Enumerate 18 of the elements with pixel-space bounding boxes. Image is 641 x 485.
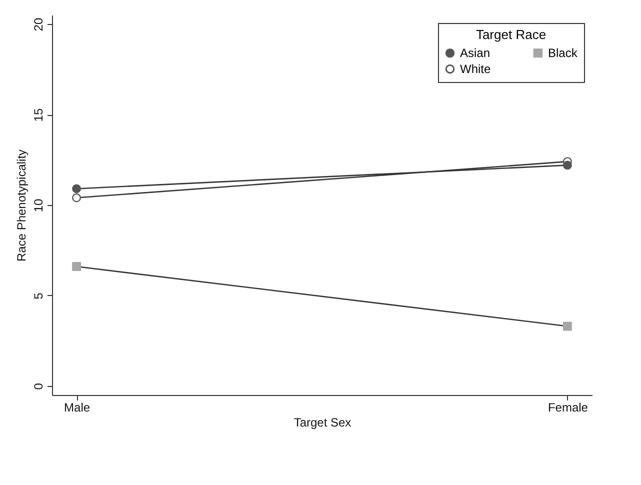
y-tick-label: 20 bbox=[32, 18, 46, 32]
y-tick-label: 5 bbox=[32, 292, 46, 300]
legend-label: Asian bbox=[460, 46, 490, 60]
x-tick-label: Male bbox=[64, 400, 90, 414]
x-axis-title: Target Sex bbox=[294, 416, 352, 430]
legend-label: Black bbox=[548, 46, 578, 60]
point bbox=[72, 193, 82, 202]
point bbox=[72, 184, 82, 194]
point bbox=[562, 160, 572, 170]
y-tick-label: 0 bbox=[32, 382, 46, 390]
point bbox=[562, 322, 572, 331]
legend-label: White bbox=[460, 62, 491, 76]
y-axis-title: Race Phenotypicality bbox=[14, 149, 28, 262]
point bbox=[72, 262, 82, 271]
y-tick-label: 15 bbox=[32, 108, 46, 122]
y-tick-label: 10 bbox=[32, 198, 46, 212]
legend-title: Target Race bbox=[476, 27, 546, 42]
x-tick-label: Female bbox=[548, 400, 588, 414]
